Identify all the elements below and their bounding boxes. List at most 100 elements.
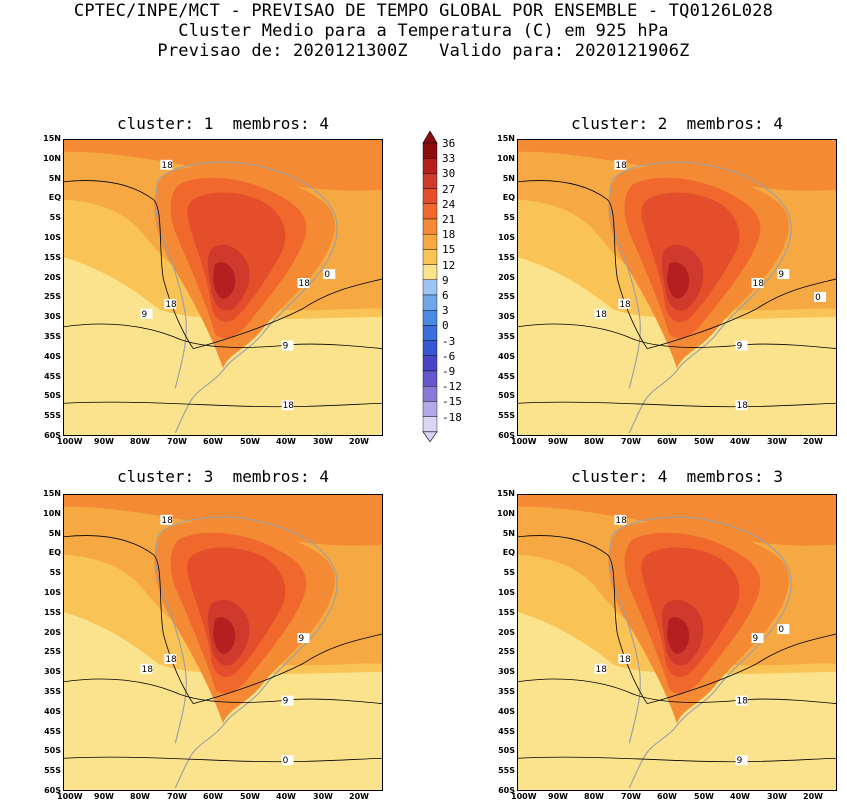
colorbar-swatch <box>422 294 438 311</box>
isotherm-contour <box>193 633 382 704</box>
latitude-label: 45S <box>44 727 61 736</box>
colorbar-top-arrow <box>422 131 438 144</box>
contour-label: 18 <box>596 665 608 675</box>
colorbar-swatch <box>422 401 438 417</box>
contour-label: 18 <box>619 300 631 310</box>
latitude-label: 10S <box>498 588 515 597</box>
longitude-label: 90W <box>94 437 114 446</box>
colorbar-tick-label: 21 <box>442 213 456 226</box>
map-panel-cluster-1: 18 18 18 9 9 18 0 <box>63 139 383 436</box>
isotherm-contour <box>647 633 836 704</box>
tropical-warm-band <box>64 495 382 546</box>
colorbar-swatch <box>422 218 438 235</box>
longitude-label: 50W <box>694 437 714 446</box>
latitude-label: EQ <box>48 193 61 202</box>
contour-label: 9 <box>737 342 743 352</box>
longitude-label: 100W <box>511 437 537 446</box>
longitude-label: 70W <box>167 437 187 446</box>
tropical-warm-band <box>518 495 836 546</box>
longitude-label: 20W <box>803 792 823 801</box>
isotherm-contour <box>647 278 836 349</box>
longitude-label: 30W <box>313 792 333 801</box>
longitude-label: 50W <box>694 792 714 801</box>
longitude-label: 60W <box>203 792 223 801</box>
contour-label: 18 <box>142 665 154 675</box>
longitude-label: 100W <box>57 792 83 801</box>
longitude-label: 100W <box>511 792 537 801</box>
latitude-label: 10S <box>44 588 61 597</box>
contour-label: 18 <box>161 161 173 171</box>
latitude-label: 60S <box>44 431 61 440</box>
latitude-label: 50S <box>44 391 61 400</box>
latitude-label: 20S <box>498 628 515 637</box>
longitude-label: 60W <box>203 437 223 446</box>
contour-label-background <box>594 663 607 674</box>
panel-title-cluster-1: cluster: 1 membros: 4 <box>117 114 329 133</box>
colorbar-swatch <box>422 340 438 357</box>
temperature-field-map: 18 18 18 18 9 18 9 0 <box>518 140 836 435</box>
longitude-label: 30W <box>313 437 333 446</box>
isotherm-contour <box>518 535 648 704</box>
isotherm-contour <box>518 323 836 349</box>
contour-label: 9 <box>299 634 305 644</box>
contour-label-background <box>735 340 748 351</box>
colorbar-swatch <box>422 142 438 159</box>
isotherm-contour <box>64 323 382 349</box>
isotherm-contour <box>64 401 382 408</box>
tropical-warm-band <box>518 140 836 191</box>
isotherm-contour <box>193 278 382 349</box>
contour-label: 0 <box>815 293 821 303</box>
contour-label-background <box>140 308 153 319</box>
latitude-label: 35S <box>498 332 515 341</box>
longitude-label: 20W <box>349 437 369 446</box>
contour-label: 18 <box>165 655 177 665</box>
colorbar-tick-label: 6 <box>442 289 449 302</box>
latitude-label: 45S <box>498 727 515 736</box>
latitude-label: 25S <box>498 647 515 656</box>
colorbar-tick-label: -3 <box>442 335 456 348</box>
colorbar-swatch <box>422 279 438 296</box>
latitude-label: 10N <box>497 154 515 163</box>
colorbar-tick-label: 9 <box>442 274 449 287</box>
panel-title-cluster-2: cluster: 2 membros: 4 <box>571 114 783 133</box>
longitude-label: 80W <box>130 792 150 801</box>
latitude-label: 5S <box>503 568 515 577</box>
latitude-label: 30S <box>44 667 61 676</box>
latitude-label: 60S <box>498 786 515 795</box>
contour-label-background <box>281 755 294 766</box>
isotherm-contour <box>518 401 836 408</box>
contour-label-background <box>594 308 607 319</box>
latitude-label: 30S <box>498 312 515 321</box>
contour-label-background <box>281 400 294 411</box>
temperature-field-map: 18 18 9 18 9 0 <box>64 495 382 790</box>
colorbar-swatch <box>422 158 438 174</box>
longitude-label: 40W <box>276 792 296 801</box>
longitude-label: 40W <box>276 437 296 446</box>
temperature-field-map: 18 18 9 18 18 9 0 <box>518 495 836 790</box>
latitude-label: 25S <box>498 292 515 301</box>
map-panel-cluster-4: 18 18 9 18 18 9 0 <box>517 494 837 791</box>
colorbar-swatch <box>422 264 438 281</box>
continental-temperature-band <box>213 617 236 654</box>
longitude-label: 90W <box>548 437 568 446</box>
latitude-label: EQ <box>48 548 61 557</box>
latitude-label: 10S <box>44 233 61 242</box>
longitude-label: 80W <box>130 437 150 446</box>
latitude-label: 10N <box>497 509 515 518</box>
longitude-label: 90W <box>94 792 114 801</box>
longitude-label: 40W <box>730 437 750 446</box>
colorbar-tick-label: 27 <box>442 183 456 196</box>
latitude-label: 20S <box>44 628 61 637</box>
latitude-label: 10S <box>498 233 515 242</box>
contour-label-background <box>614 159 627 170</box>
temperature-colorbar <box>422 131 438 443</box>
contour-label: 18 <box>753 279 765 289</box>
latitude-label: 55S <box>498 411 515 420</box>
contour-label-background <box>618 653 631 664</box>
temperature-field-map: 18 18 18 9 9 18 0 <box>64 140 382 435</box>
panel-title-cluster-4: cluster: 4 membros: 3 <box>571 467 783 486</box>
contour-label-background <box>814 291 827 302</box>
colorbar-tick-label: 15 <box>442 243 456 256</box>
tropical-warm-band <box>64 140 382 191</box>
contour-label: 18 <box>596 310 608 320</box>
